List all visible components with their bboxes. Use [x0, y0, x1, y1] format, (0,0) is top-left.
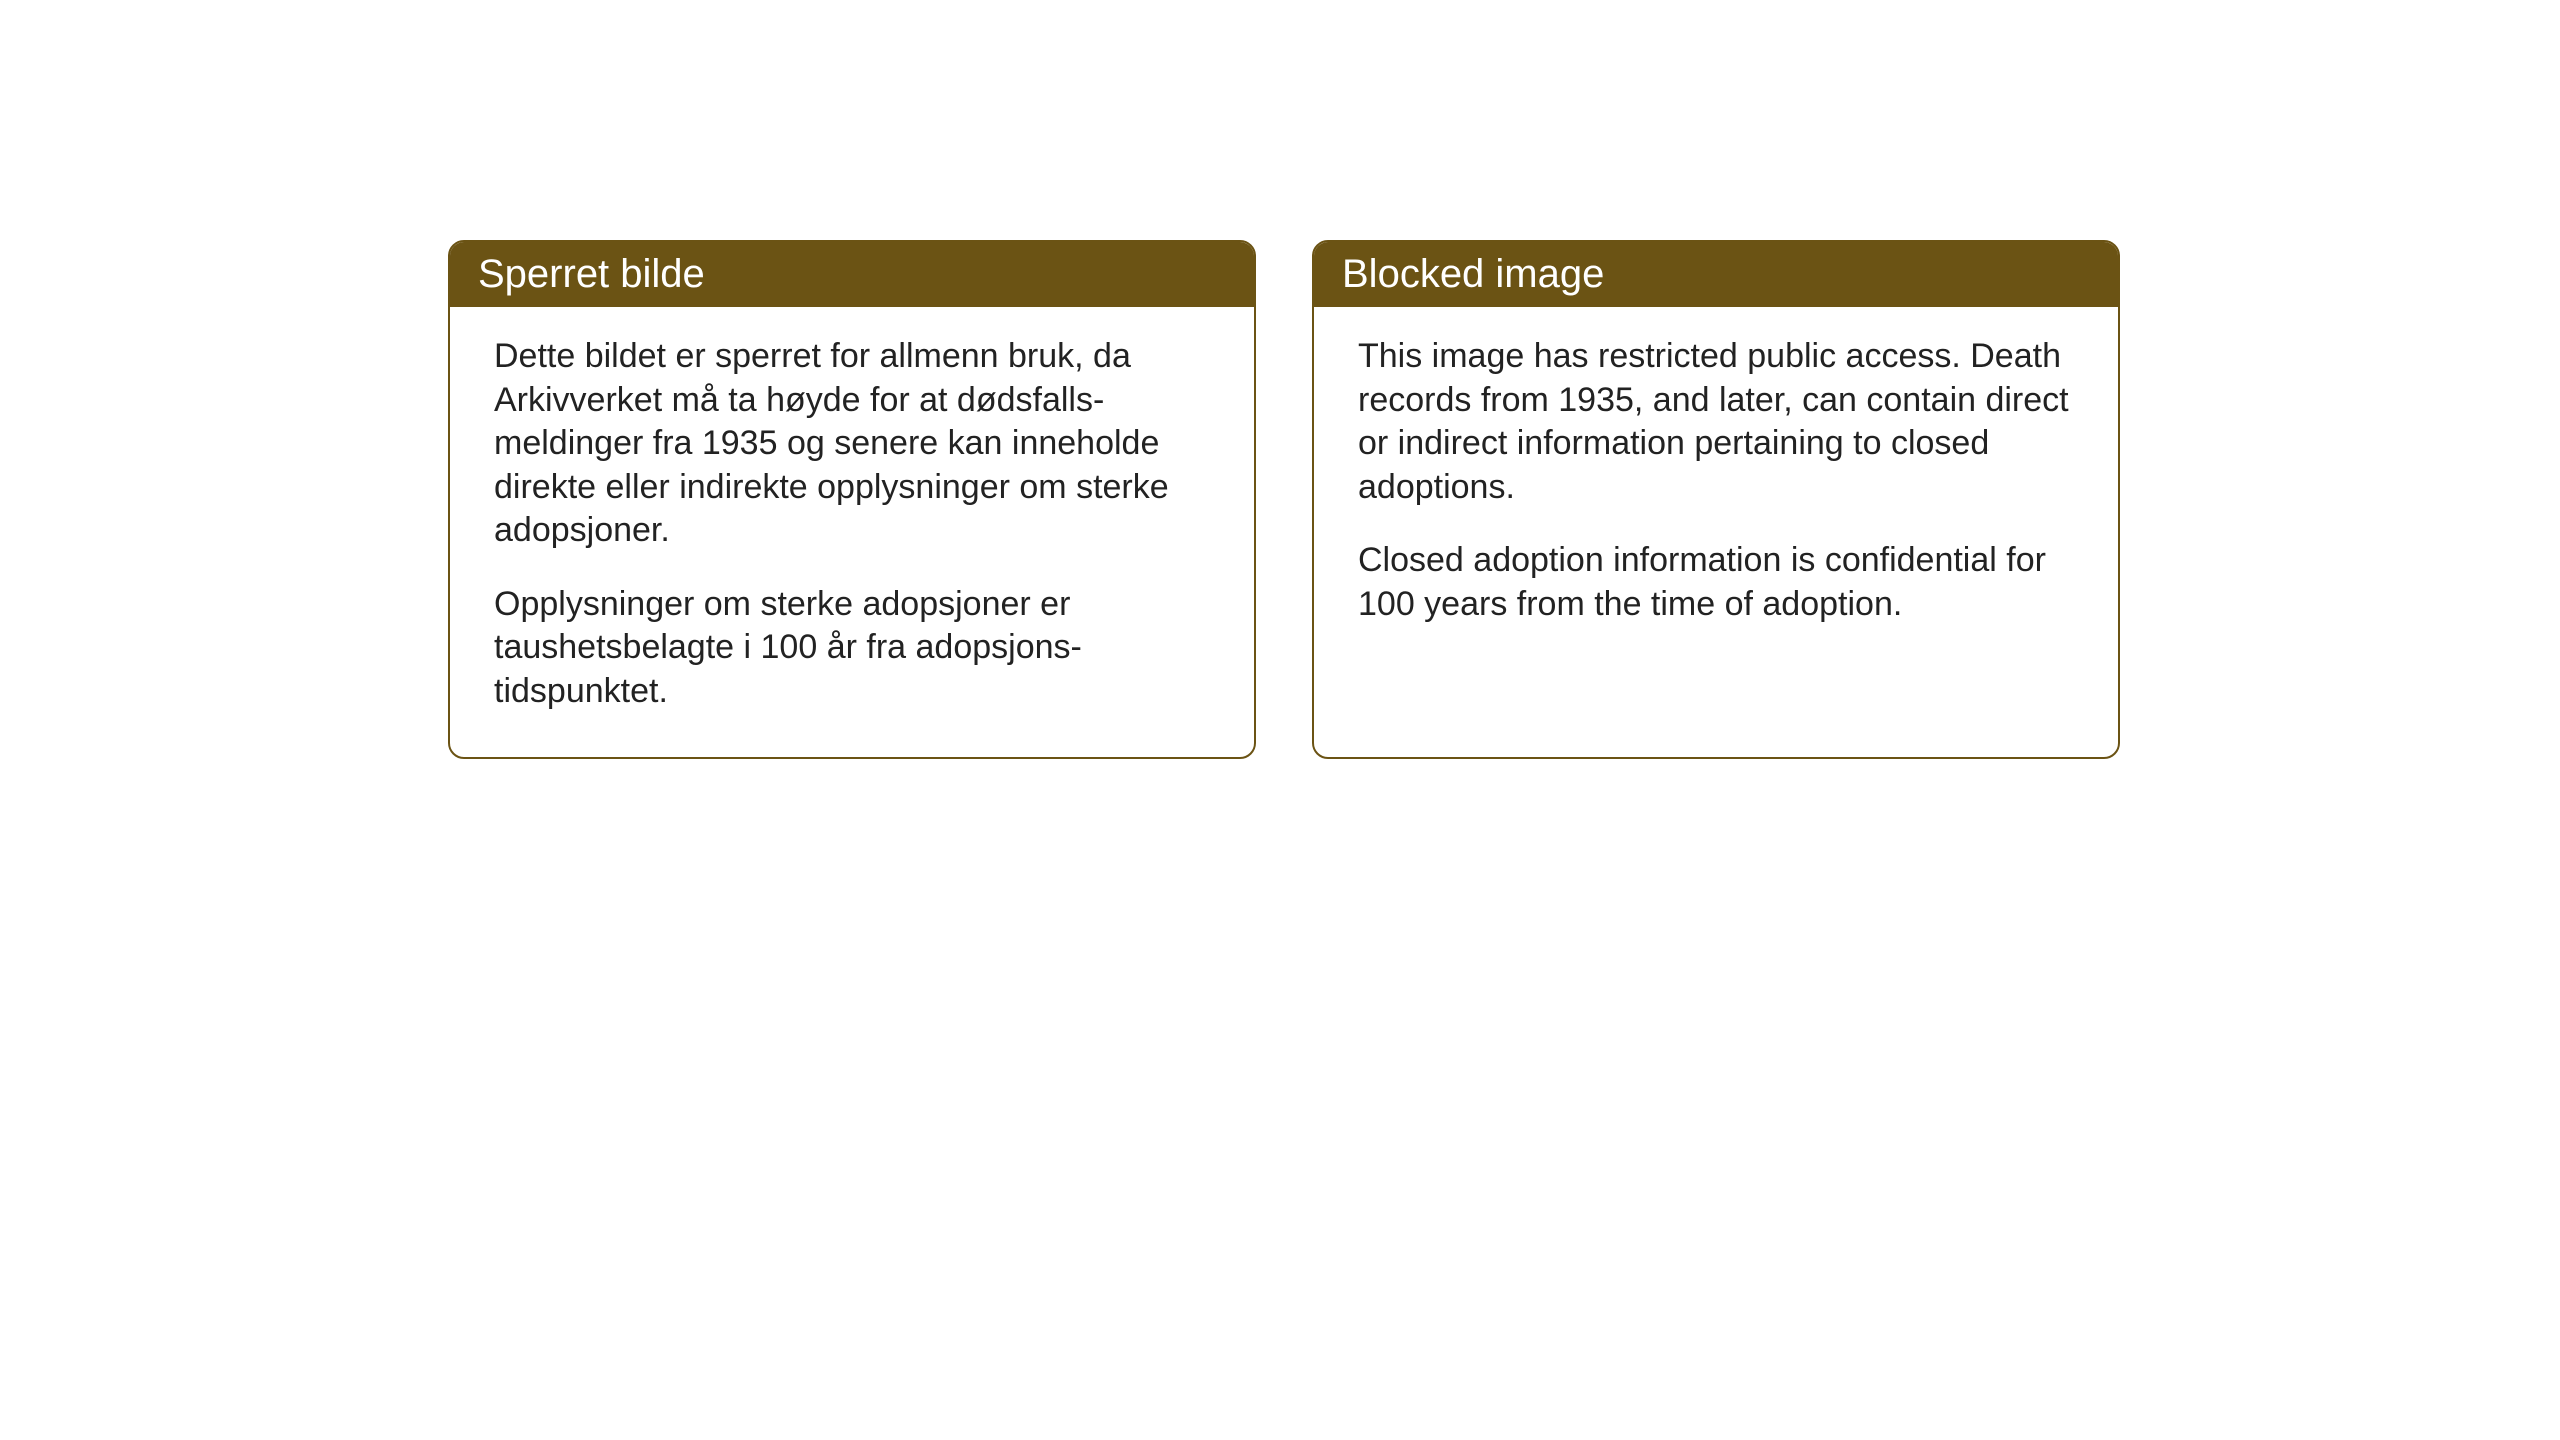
card-title-english: Blocked image	[1342, 252, 1604, 296]
card-paragraph-2-norwegian: Opplysninger om sterke adopsjoner er tau…	[494, 583, 1210, 714]
card-header-norwegian: Sperret bilde	[450, 242, 1254, 307]
card-title-norwegian: Sperret bilde	[478, 252, 705, 296]
notice-container: Sperret bilde Dette bildet er sperret fo…	[448, 240, 2120, 759]
notice-card-english: Blocked image This image has restricted …	[1312, 240, 2120, 759]
card-paragraph-1-english: This image has restricted public access.…	[1358, 335, 2074, 509]
notice-card-norwegian: Sperret bilde Dette bildet er sperret fo…	[448, 240, 1256, 759]
card-paragraph-1-norwegian: Dette bildet er sperret for allmenn bruk…	[494, 335, 1210, 553]
card-paragraph-2-english: Closed adoption information is confident…	[1358, 539, 2074, 626]
card-header-english: Blocked image	[1314, 242, 2118, 307]
card-body-norwegian: Dette bildet er sperret for allmenn bruk…	[450, 307, 1254, 757]
card-body-english: This image has restricted public access.…	[1314, 307, 2118, 670]
